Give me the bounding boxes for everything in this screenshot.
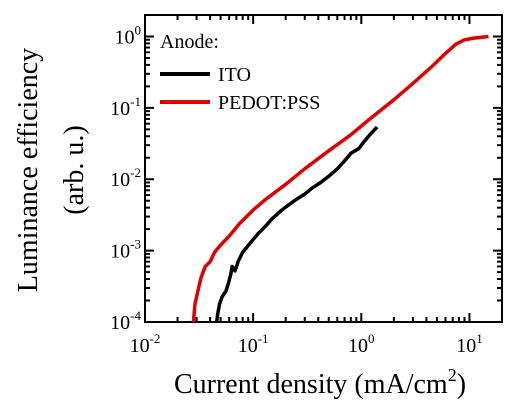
x-axis-title-sup: 2 (448, 365, 457, 385)
x-axis-title-end: ) (457, 369, 466, 400)
plot-frame (144, 14, 503, 323)
x-axis-title-main: Current density (mA/cm (174, 369, 448, 400)
x-tick-label: 100 (348, 331, 375, 357)
y-tick-label: 10-4 (110, 308, 141, 334)
y-tick-label: 100 (115, 22, 142, 48)
y-tick-label: 10-2 (110, 165, 141, 191)
legend-label-ito: ITO (218, 64, 251, 86)
legend-label-pedot-pss: PEDOT:PSS (218, 92, 320, 114)
y-tick-label: 10-3 (110, 237, 141, 263)
x-tick-label: 10-1 (238, 331, 269, 357)
y-axis-title-line2: (arb. u.) (59, 125, 90, 214)
y-tick-label: 10-1 (110, 94, 141, 120)
series-layer (191, 34, 489, 323)
legend-title: Anode: (160, 31, 219, 53)
x-tick-label: 10-2 (130, 331, 161, 357)
ticks-layer: 10-2 10-1 100 101 10-4 10-3 10-2 10-1 100 (110, 14, 503, 357)
series-line-ito (214, 125, 379, 323)
series-line-pedot-pss (191, 34, 489, 323)
x-axis-title: Current density (mA/cm2) (174, 365, 466, 400)
x-tick-label: 101 (456, 331, 483, 357)
y-axis-title-line1: Luminance efficiency (13, 48, 44, 292)
